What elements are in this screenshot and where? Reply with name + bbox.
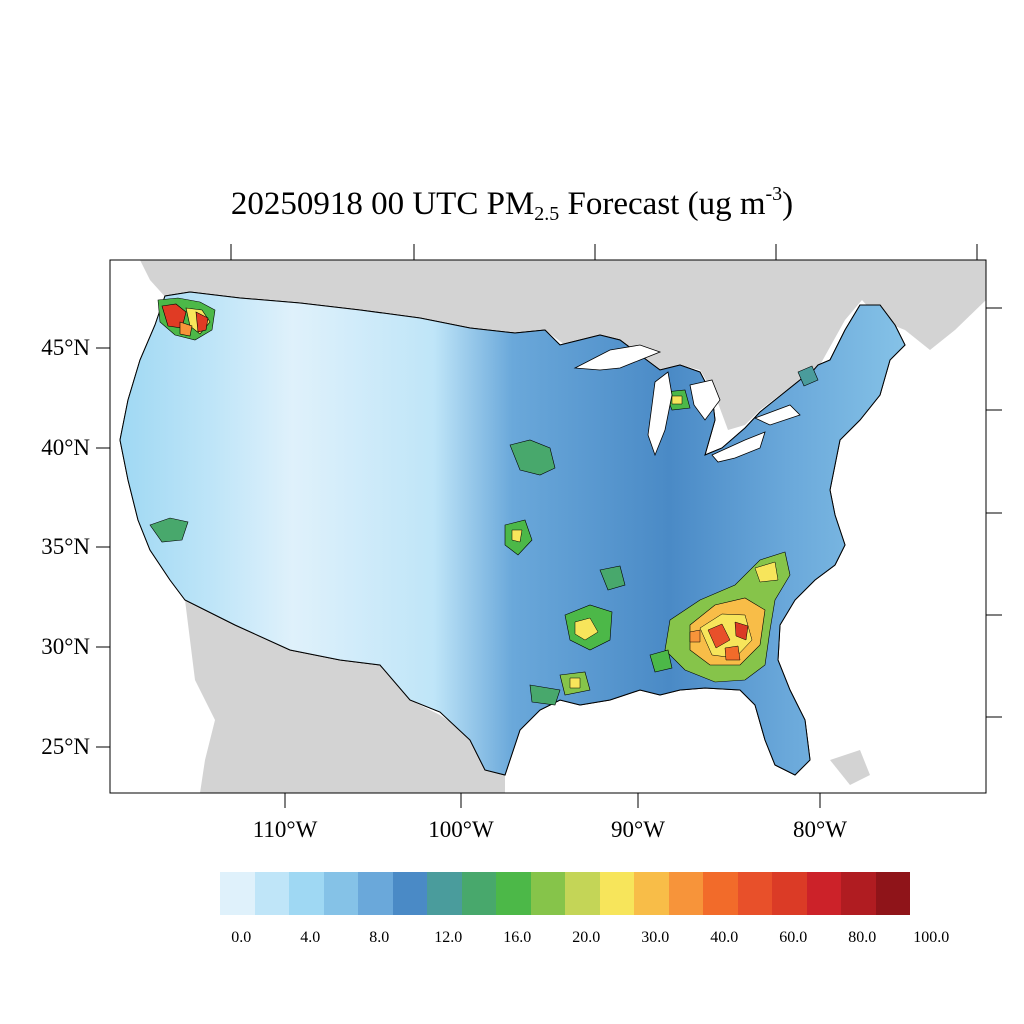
legend-label: 20.0 <box>572 929 601 946</box>
legend-swatch <box>427 872 462 915</box>
lat-label-40n: 40°N <box>41 435 90 460</box>
legend-label: 40.0 <box>710 929 739 946</box>
legend-label: 100.0 <box>913 929 950 946</box>
great-lakes <box>573 344 801 463</box>
legend-swatch <box>599 872 634 915</box>
color-legend <box>220 872 910 915</box>
legend-label: 16.0 <box>503 929 532 946</box>
legend-label: 8.0 <box>369 929 390 946</box>
legend-swatch <box>841 872 876 915</box>
legend-swatch <box>358 872 393 915</box>
legend-swatch <box>875 872 910 915</box>
legend-label: 80.0 <box>848 929 877 946</box>
legend-swatch <box>703 872 738 915</box>
legend-swatch <box>806 872 841 915</box>
legend-swatch <box>737 872 772 915</box>
map-frame <box>109 259 987 794</box>
legend-swatch <box>530 872 565 915</box>
map-title: 20250918 00 UTC PM2.5 Forecast (ug m-3) <box>0 182 1024 226</box>
legend-swatch <box>634 872 669 915</box>
lon-label-100w: 100°W <box>428 817 494 842</box>
legend-swatch <box>668 872 703 915</box>
title-prefix: 20250918 00 UTC PM <box>230 186 535 222</box>
legend-swatch <box>289 872 324 915</box>
hotspot-kansas <box>504 439 556 556</box>
title-middle: Forecast (ug m <box>559 186 766 222</box>
lat-label-45n: 45°N <box>41 335 90 360</box>
hotspot-california <box>149 517 189 543</box>
legend-label: 0.0 <box>231 929 252 946</box>
lon-label-80w: 80°W <box>793 817 847 842</box>
legend-swatch <box>220 872 255 915</box>
legend-label: 4.0 <box>300 929 321 946</box>
lon-label-90w: 90°W <box>611 817 665 842</box>
legend-swatch <box>392 872 427 915</box>
legend-swatch <box>496 872 531 915</box>
lat-label-25n: 25°N <box>41 734 90 759</box>
legend-label: 12.0 <box>434 929 463 946</box>
legend-swatch <box>772 872 807 915</box>
legend-swatch <box>461 872 496 915</box>
legend-swatch <box>254 872 289 915</box>
lon-label-110w: 110°W <box>252 817 318 842</box>
title-subscript: 2.5 <box>534 203 560 225</box>
mexico-land <box>185 600 505 793</box>
hotspot-southeast <box>649 551 791 683</box>
lat-label-35n: 35°N <box>41 534 90 559</box>
tick-marks <box>96 244 1002 808</box>
canada-land <box>140 260 986 430</box>
hotspot-new-york <box>797 365 819 387</box>
hotspot-washington <box>157 297 216 341</box>
legend-swatch <box>323 872 358 915</box>
hotspot-arkansas-louisiana <box>529 565 626 706</box>
legend-swatch <box>565 872 600 915</box>
title-suffix: ) <box>782 186 794 222</box>
cuba-land <box>830 750 870 785</box>
lat-label-30n: 30°N <box>41 634 90 659</box>
legend-label: 60.0 <box>779 929 808 946</box>
legend-label: 30.0 <box>641 929 670 946</box>
title-superscript: -3 <box>765 183 783 205</box>
